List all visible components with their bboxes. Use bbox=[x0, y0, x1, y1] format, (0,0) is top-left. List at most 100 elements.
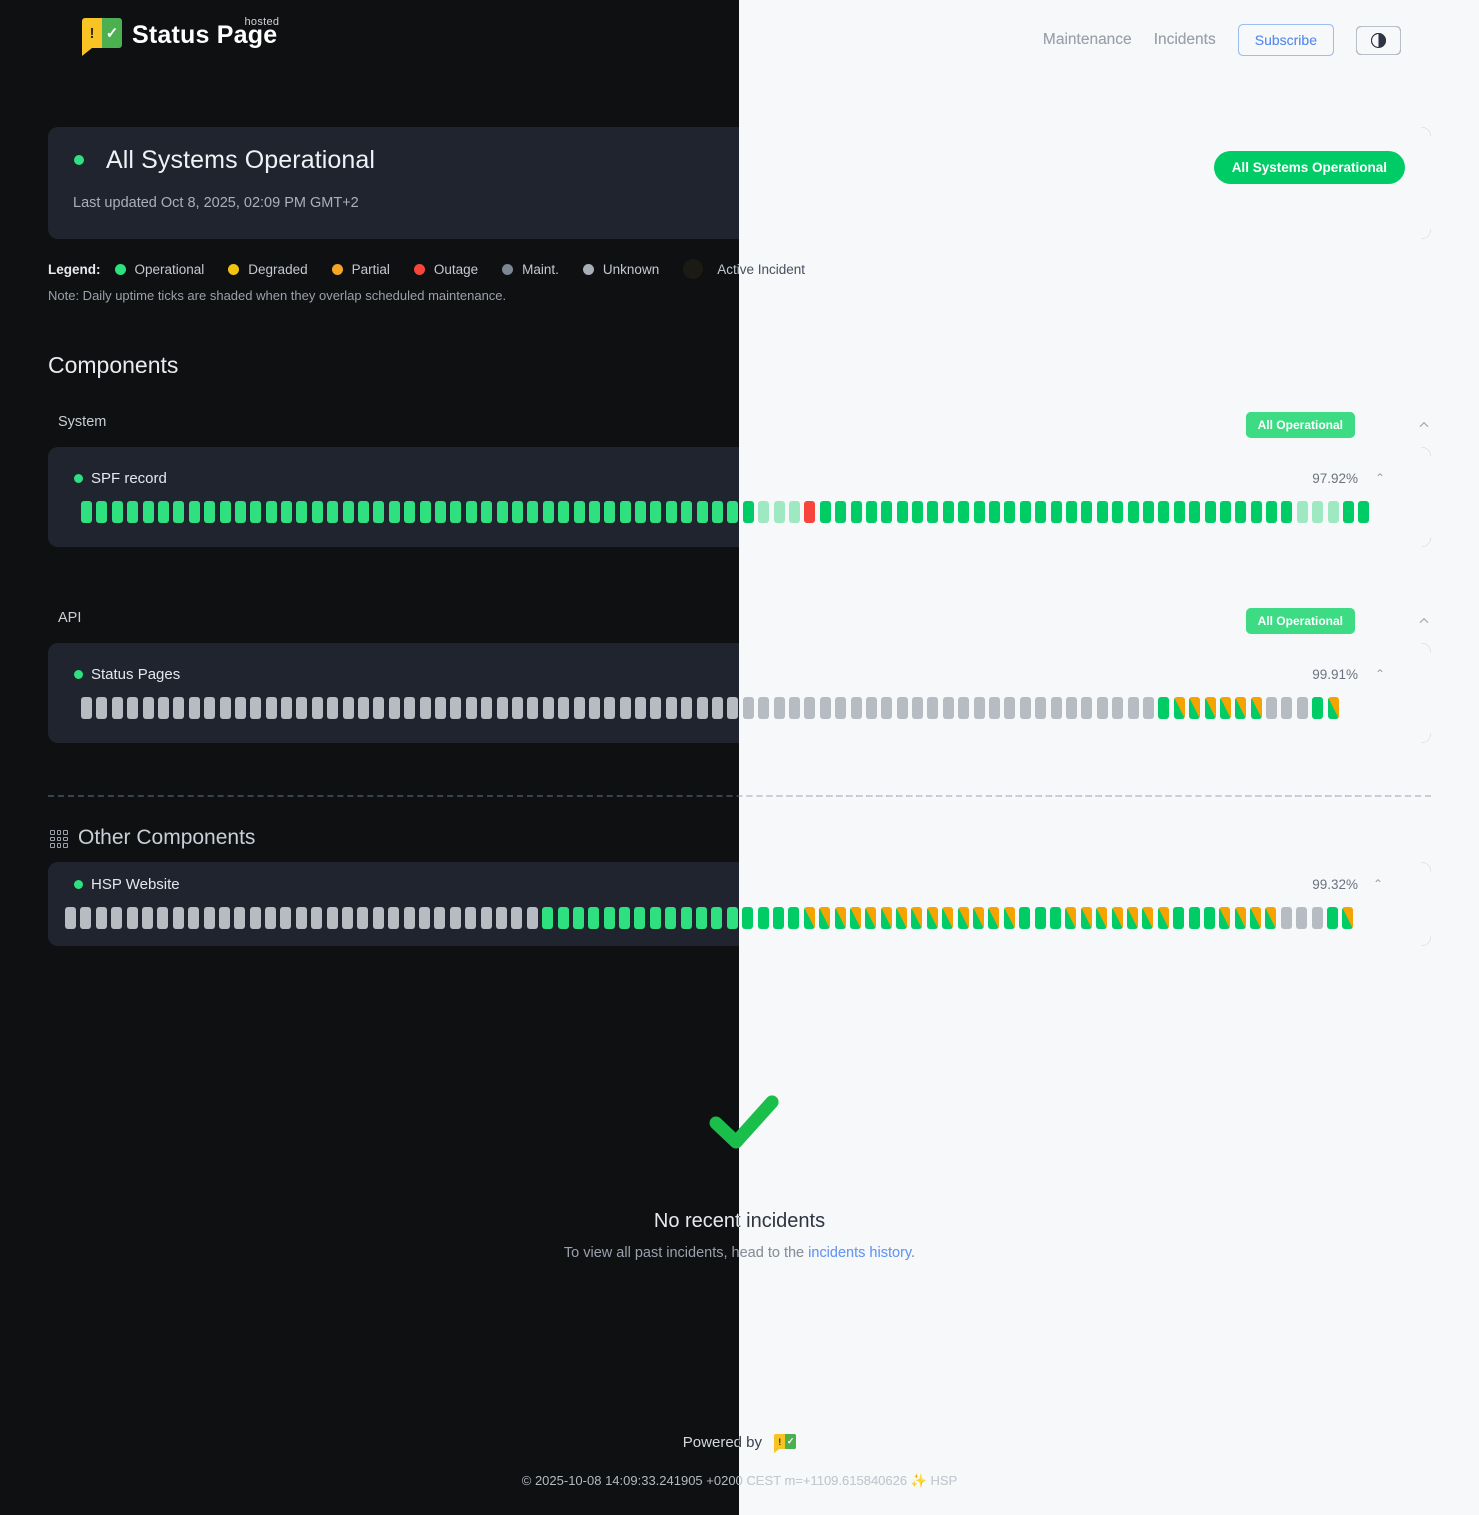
uptime-tick[interactable] bbox=[1250, 501, 1262, 523]
uptime-tick[interactable] bbox=[865, 697, 877, 719]
uptime-tick[interactable] bbox=[1096, 697, 1108, 719]
uptime-tick[interactable] bbox=[696, 501, 708, 523]
uptime-tick[interactable] bbox=[957, 907, 969, 929]
uptime-tick[interactable] bbox=[465, 697, 477, 719]
uptime-tick[interactable] bbox=[742, 697, 754, 719]
uptime-tick[interactable] bbox=[1035, 501, 1047, 523]
uptime-tick[interactable] bbox=[357, 907, 369, 929]
uptime-tick[interactable] bbox=[527, 697, 539, 719]
uptime-tick[interactable] bbox=[942, 907, 954, 929]
uptime-tick[interactable] bbox=[173, 501, 185, 523]
uptime-tick[interactable] bbox=[96, 501, 108, 523]
uptime-tick[interactable] bbox=[295, 907, 307, 929]
uptime-tick[interactable] bbox=[219, 697, 231, 719]
uptime-tick[interactable] bbox=[588, 501, 600, 523]
uptime-tick[interactable] bbox=[712, 697, 724, 719]
uptime-tick[interactable] bbox=[834, 907, 846, 929]
uptime-tick[interactable] bbox=[481, 501, 493, 523]
uptime-tick[interactable] bbox=[388, 501, 400, 523]
uptime-tick[interactable] bbox=[881, 697, 893, 719]
uptime-tick[interactable] bbox=[1173, 697, 1185, 719]
uptime-tick[interactable] bbox=[1080, 907, 1092, 929]
uptime-tick[interactable] bbox=[404, 501, 416, 523]
uptime-tick[interactable] bbox=[296, 697, 308, 719]
uptime-tick[interactable] bbox=[926, 907, 938, 929]
uptime-tick[interactable] bbox=[727, 501, 739, 523]
uptime-tick[interactable] bbox=[773, 501, 785, 523]
uptime-tick[interactable] bbox=[373, 501, 385, 523]
uptime-tick[interactable] bbox=[758, 501, 770, 523]
uptime-tick[interactable] bbox=[865, 501, 877, 523]
uptime-tick[interactable] bbox=[973, 697, 985, 719]
uptime-tick[interactable] bbox=[111, 907, 123, 929]
uptime-tick[interactable] bbox=[1235, 697, 1247, 719]
uptime-tick[interactable] bbox=[788, 501, 800, 523]
uptime-tick[interactable] bbox=[388, 697, 400, 719]
uptime-tick[interactable] bbox=[588, 907, 600, 929]
uptime-tick[interactable] bbox=[418, 907, 430, 929]
uptime-tick[interactable] bbox=[989, 697, 1001, 719]
uptime-tick[interactable] bbox=[819, 907, 831, 929]
uptime-tick[interactable] bbox=[1266, 697, 1278, 719]
uptime-tick[interactable] bbox=[449, 907, 461, 929]
uptime-tick[interactable] bbox=[835, 697, 847, 719]
uptime-tick[interactable] bbox=[927, 697, 939, 719]
uptime-tick[interactable] bbox=[188, 907, 200, 929]
uptime-tick[interactable] bbox=[1358, 501, 1370, 523]
uptime-tick[interactable] bbox=[1327, 501, 1339, 523]
uptime-tick[interactable] bbox=[711, 907, 723, 929]
uptime-tick[interactable] bbox=[942, 697, 954, 719]
uptime-tick[interactable] bbox=[1035, 697, 1047, 719]
uptime-tick[interactable] bbox=[327, 697, 339, 719]
uptime-tick[interactable] bbox=[573, 697, 585, 719]
component-expand-chevron-icon[interactable]: ⌃ bbox=[1374, 471, 1385, 485]
uptime-tick[interactable] bbox=[204, 501, 216, 523]
group-collapse-system-chevron-up-icon[interactable] bbox=[1417, 418, 1431, 432]
uptime-tick[interactable] bbox=[849, 907, 861, 929]
uptime-tick[interactable] bbox=[1142, 501, 1154, 523]
uptime-tick[interactable] bbox=[1173, 501, 1185, 523]
uptime-tick[interactable] bbox=[1265, 907, 1277, 929]
uptime-tick[interactable] bbox=[650, 501, 662, 523]
uptime-tick[interactable] bbox=[234, 501, 246, 523]
uptime-tick[interactable] bbox=[281, 697, 293, 719]
uptime-tick[interactable] bbox=[281, 501, 293, 523]
uptime-tick[interactable] bbox=[1204, 697, 1216, 719]
uptime-tick[interactable] bbox=[511, 501, 523, 523]
uptime-tick[interactable] bbox=[788, 697, 800, 719]
uptime-tick[interactable] bbox=[1189, 697, 1201, 719]
incidents-history-link[interactable]: incidents history bbox=[808, 1245, 912, 1261]
component-expand-chevron-icon[interactable]: ⌃ bbox=[1372, 877, 1383, 891]
uptime-tick[interactable] bbox=[1219, 697, 1231, 719]
uptime-tick[interactable] bbox=[958, 697, 970, 719]
uptime-tick[interactable] bbox=[127, 697, 139, 719]
uptime-tick[interactable] bbox=[1250, 697, 1262, 719]
uptime-tick[interactable] bbox=[141, 907, 153, 929]
uptime-tick[interactable] bbox=[1112, 501, 1124, 523]
uptime-tick[interactable] bbox=[527, 501, 539, 523]
uptime-tick[interactable] bbox=[465, 501, 477, 523]
uptime-tick[interactable] bbox=[511, 697, 523, 719]
uptime-tick[interactable] bbox=[973, 501, 985, 523]
uptime-tick[interactable] bbox=[1296, 697, 1308, 719]
uptime-tick[interactable] bbox=[1235, 501, 1247, 523]
uptime-tick[interactable] bbox=[373, 697, 385, 719]
uptime-tick[interactable] bbox=[1281, 501, 1293, 523]
uptime-tick[interactable] bbox=[1157, 907, 1169, 929]
uptime-tick[interactable] bbox=[635, 501, 647, 523]
uptime-tick[interactable] bbox=[1312, 501, 1324, 523]
uptime-tick[interactable] bbox=[1004, 501, 1016, 523]
uptime-tick[interactable] bbox=[1111, 907, 1123, 929]
uptime-tick[interactable] bbox=[1019, 907, 1031, 929]
uptime-tick[interactable] bbox=[712, 501, 724, 523]
uptime-tick[interactable] bbox=[1081, 501, 1093, 523]
uptime-tick[interactable] bbox=[850, 501, 862, 523]
uptime-tick[interactable] bbox=[480, 907, 492, 929]
uptime-tick[interactable] bbox=[1003, 907, 1015, 929]
uptime-tick[interactable] bbox=[1127, 697, 1139, 719]
uptime-tick[interactable] bbox=[265, 697, 277, 719]
uptime-tick[interactable] bbox=[634, 907, 646, 929]
uptime-tick[interactable] bbox=[1250, 907, 1262, 929]
uptime-tick[interactable] bbox=[1327, 907, 1339, 929]
uptime-tick[interactable] bbox=[742, 501, 754, 523]
